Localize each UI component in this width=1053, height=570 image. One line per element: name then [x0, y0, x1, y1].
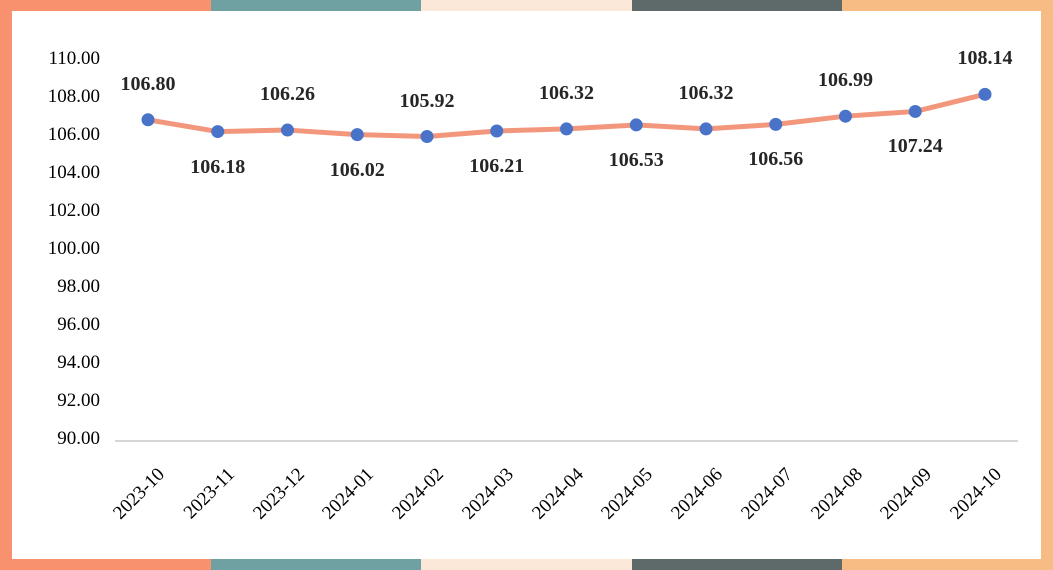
- x-axis-tick-label: 2023-12: [248, 464, 309, 524]
- y-axis-tick-label: 102.00: [47, 200, 100, 221]
- y-axis-tick-label: 94.00: [57, 352, 100, 373]
- x-axis-tick-label: 2024-10: [946, 464, 1006, 524]
- frame-border-segment: [842, 559, 1053, 570]
- x-axis-tick-label: 2023-10: [109, 464, 169, 524]
- frame-border-segment: [0, 559, 211, 570]
- data-point-marker: [490, 124, 504, 138]
- data-point-label: 106.26: [260, 83, 315, 106]
- x-axis-baseline: [115, 440, 1018, 442]
- data-point-label: 106.32: [678, 81, 734, 104]
- data-point-label: 107.24: [887, 135, 943, 158]
- x-axis-tick-label: 2024-03: [457, 464, 518, 524]
- frame-border-segment: [842, 0, 1053, 11]
- data-point-marker: [699, 122, 713, 136]
- y-axis-tick-label: 100.00: [47, 238, 100, 259]
- data-point-label: 106.80: [120, 72, 176, 95]
- x-axis-tick-label: 2024-05: [597, 464, 658, 524]
- x-axis-tick-label: 2024-07: [736, 464, 797, 524]
- data-point-marker: [141, 113, 155, 127]
- y-axis-tick-label: 104.00: [47, 162, 100, 183]
- data-point-marker: [420, 130, 434, 144]
- data-point-marker: [350, 128, 364, 142]
- frame-top-border: [0, 0, 1053, 11]
- data-point-label: 106.32: [539, 81, 594, 104]
- data-point-label: 106.18: [190, 155, 246, 178]
- data-point-label: 106.53: [608, 148, 664, 171]
- data-point-marker: [839, 109, 852, 123]
- frame-border-segment: [631, 559, 843, 570]
- data-point-label: 106.56: [748, 148, 804, 171]
- data-point-marker: [281, 123, 294, 137]
- y-axis-tick-label: 98.00: [57, 276, 100, 297]
- x-axis-tick-label: 2023-11: [179, 464, 239, 524]
- data-point-marker: [560, 122, 573, 136]
- y-axis-tick-label: 108.00: [47, 86, 100, 107]
- x-axis-tick-label: 2024-01: [318, 464, 379, 524]
- frame-border-segment: [0, 0, 211, 11]
- x-axis-tick-label: 2024-02: [388, 464, 448, 524]
- data-point-label: 106.21: [469, 155, 525, 177]
- data-point-marker: [629, 118, 643, 132]
- data-point-marker: [978, 87, 992, 101]
- x-axis-tick-label: 2024-04: [527, 464, 588, 524]
- frame-border-segment: [210, 0, 422, 11]
- frame-border-segment: [421, 0, 632, 11]
- data-point-marker: [908, 104, 922, 118]
- y-axis-tick-label: 110.00: [48, 48, 100, 69]
- frame-right-border: [1041, 0, 1053, 570]
- y-axis-tick-label: 92.00: [57, 390, 100, 411]
- frame-bottom-border: [0, 559, 1053, 570]
- data-point-marker: [211, 125, 225, 139]
- data-point-label: 108.14: [957, 47, 1013, 70]
- frame-border-segment: [210, 559, 422, 570]
- y-axis-tick-label: 90.00: [57, 428, 100, 449]
- data-point-label: 105.92: [399, 89, 455, 112]
- frame-left-border: [0, 0, 12, 570]
- data-point-label: 106.02: [329, 158, 385, 181]
- y-axis-tick-label: 96.00: [57, 314, 100, 335]
- y-axis-tick-label: 106.00: [47, 124, 100, 145]
- x-axis-tick-label: 2024-06: [667, 464, 727, 524]
- x-axis-tick-label: 2024-09: [876, 464, 937, 524]
- x-axis-tick-label: 2024-08: [806, 464, 867, 524]
- frame-border-segment: [631, 0, 843, 11]
- data-point-marker: [769, 117, 783, 131]
- data-point-label: 106.99: [818, 69, 873, 92]
- frame-border-segment: [421, 559, 632, 570]
